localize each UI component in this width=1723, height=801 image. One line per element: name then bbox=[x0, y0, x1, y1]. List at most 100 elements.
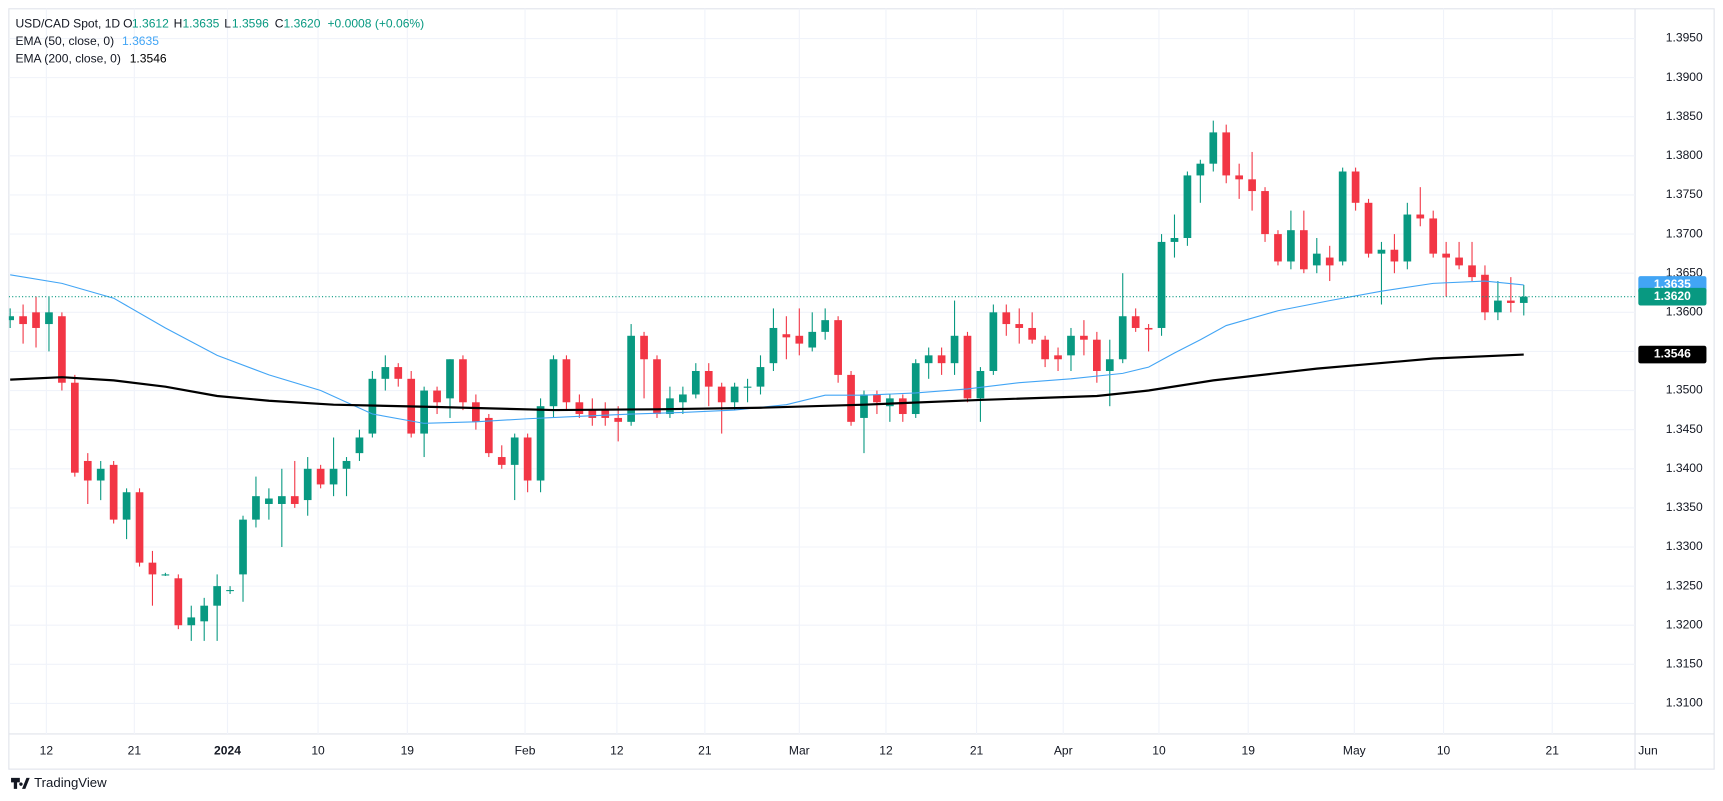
candle-body bbox=[1067, 335, 1075, 356]
candle-body bbox=[769, 327, 778, 364]
candle-body bbox=[873, 394, 881, 403]
candle-body bbox=[1442, 253, 1450, 258]
x-tick-label: Apr bbox=[1054, 744, 1073, 758]
x-tick-label: 12 bbox=[879, 744, 893, 758]
candle-body bbox=[808, 331, 817, 348]
y-tick-label: 1.3450 bbox=[1666, 422, 1703, 436]
candle-body bbox=[1416, 214, 1425, 219]
candle-body bbox=[161, 574, 170, 576]
candle-body bbox=[484, 417, 493, 454]
candle-body bbox=[601, 410, 610, 418]
ohlc-key: O bbox=[123, 16, 132, 30]
candle-body bbox=[1481, 274, 1489, 313]
candle-body bbox=[821, 320, 830, 332]
candle-body bbox=[886, 398, 894, 407]
x-tick-label: 21 bbox=[970, 744, 984, 758]
ema-price-label: 1.3635 bbox=[1654, 277, 1691, 291]
candles bbox=[8, 120, 1636, 641]
y-tick-label: 1.3200 bbox=[1666, 617, 1703, 631]
candle-body bbox=[1118, 316, 1127, 360]
candle-body bbox=[135, 492, 144, 563]
close-price-label-box bbox=[1638, 287, 1707, 306]
ema-price-label-box bbox=[1638, 345, 1707, 364]
y-tick-label: 1.3850 bbox=[1666, 109, 1703, 123]
frame bbox=[8, 8, 1715, 770]
candle-body bbox=[1054, 355, 1062, 360]
candle-body bbox=[8, 316, 14, 321]
candle-body bbox=[666, 398, 674, 415]
candle-body bbox=[1364, 202, 1373, 254]
candle-body bbox=[627, 335, 635, 422]
candle-body bbox=[795, 335, 804, 344]
x-tick-label: 12 bbox=[610, 744, 624, 758]
ema-line bbox=[10, 353, 1524, 412]
candle-body bbox=[1041, 339, 1049, 360]
candle-body bbox=[316, 468, 325, 485]
candle-body bbox=[691, 370, 700, 395]
candle-body bbox=[1222, 132, 1231, 176]
candle-body bbox=[1403, 214, 1412, 262]
ohlc-key: L bbox=[224, 16, 231, 30]
candle-body bbox=[109, 464, 118, 520]
candle-body bbox=[924, 355, 933, 364]
x-tick-label: Jun bbox=[1638, 744, 1657, 758]
candle-body bbox=[1235, 175, 1244, 180]
x-tick-label: Mar bbox=[789, 744, 810, 758]
candle-body bbox=[277, 496, 286, 504]
candle-body bbox=[381, 367, 390, 379]
candle-body bbox=[200, 605, 209, 622]
candle-body bbox=[743, 386, 752, 388]
candle-body bbox=[1429, 218, 1438, 254]
y-tick-label: 1.3500 bbox=[1666, 383, 1703, 397]
candle-body bbox=[1131, 316, 1140, 328]
candle-body bbox=[420, 390, 428, 434]
y-tick-label: 1.3700 bbox=[1666, 226, 1703, 240]
candle-body bbox=[730, 386, 739, 403]
candle-body bbox=[717, 386, 726, 403]
x-tick-label: 10 bbox=[1437, 744, 1451, 758]
candle-body bbox=[1144, 327, 1153, 330]
candle-body bbox=[1312, 253, 1321, 266]
candle-body bbox=[989, 312, 998, 371]
candle-body bbox=[122, 492, 131, 520]
x-tick-label: 19 bbox=[401, 744, 415, 758]
y-tick-label: 1.3800 bbox=[1666, 148, 1703, 162]
candle-body bbox=[510, 437, 519, 465]
candle-body bbox=[834, 320, 842, 375]
candle-body bbox=[1002, 312, 1011, 325]
candle-body bbox=[239, 519, 247, 575]
candle-body bbox=[782, 334, 791, 338]
candle-body bbox=[1494, 300, 1502, 313]
candle-body bbox=[187, 617, 196, 626]
legend-value: 1.3546 bbox=[130, 52, 167, 66]
x-tick-label: Feb bbox=[515, 744, 536, 758]
ohlc-key: H bbox=[174, 16, 183, 30]
candle-body bbox=[83, 460, 92, 481]
candle-body bbox=[679, 394, 687, 403]
x-tick-label: 12 bbox=[40, 744, 54, 758]
candle-body bbox=[536, 406, 545, 481]
y-tick-label: 1.3650 bbox=[1666, 265, 1703, 279]
candle-body bbox=[847, 374, 855, 422]
candle-body bbox=[19, 316, 27, 325]
ema-price-label: 1.3546 bbox=[1654, 347, 1691, 361]
candle-body bbox=[497, 457, 506, 465]
y-tick-label: 1.3950 bbox=[1666, 31, 1703, 45]
brand-logo bbox=[11, 777, 30, 789]
candle-body bbox=[1028, 327, 1037, 340]
y-tick-label: 1.3100 bbox=[1666, 696, 1703, 710]
candle-body bbox=[446, 359, 454, 399]
candle-body bbox=[1183, 175, 1192, 239]
candle-body bbox=[459, 359, 467, 403]
legend-name: EMA (50, close, 0) bbox=[15, 34, 114, 48]
x-tick-label: 10 bbox=[1152, 744, 1166, 758]
change: +0.0008 (+0.06%) bbox=[327, 16, 424, 30]
ohlc-value: 1.3620 bbox=[284, 16, 321, 30]
y-tick-label: 1.3150 bbox=[1666, 657, 1703, 671]
candle-body bbox=[96, 468, 105, 481]
candle-body bbox=[1105, 359, 1114, 371]
candle-body bbox=[911, 363, 920, 415]
ohlc-value: 1.3635 bbox=[182, 16, 219, 30]
y-tick-label: 1.3350 bbox=[1666, 500, 1703, 514]
x-tick-label: 2024 bbox=[214, 744, 241, 758]
